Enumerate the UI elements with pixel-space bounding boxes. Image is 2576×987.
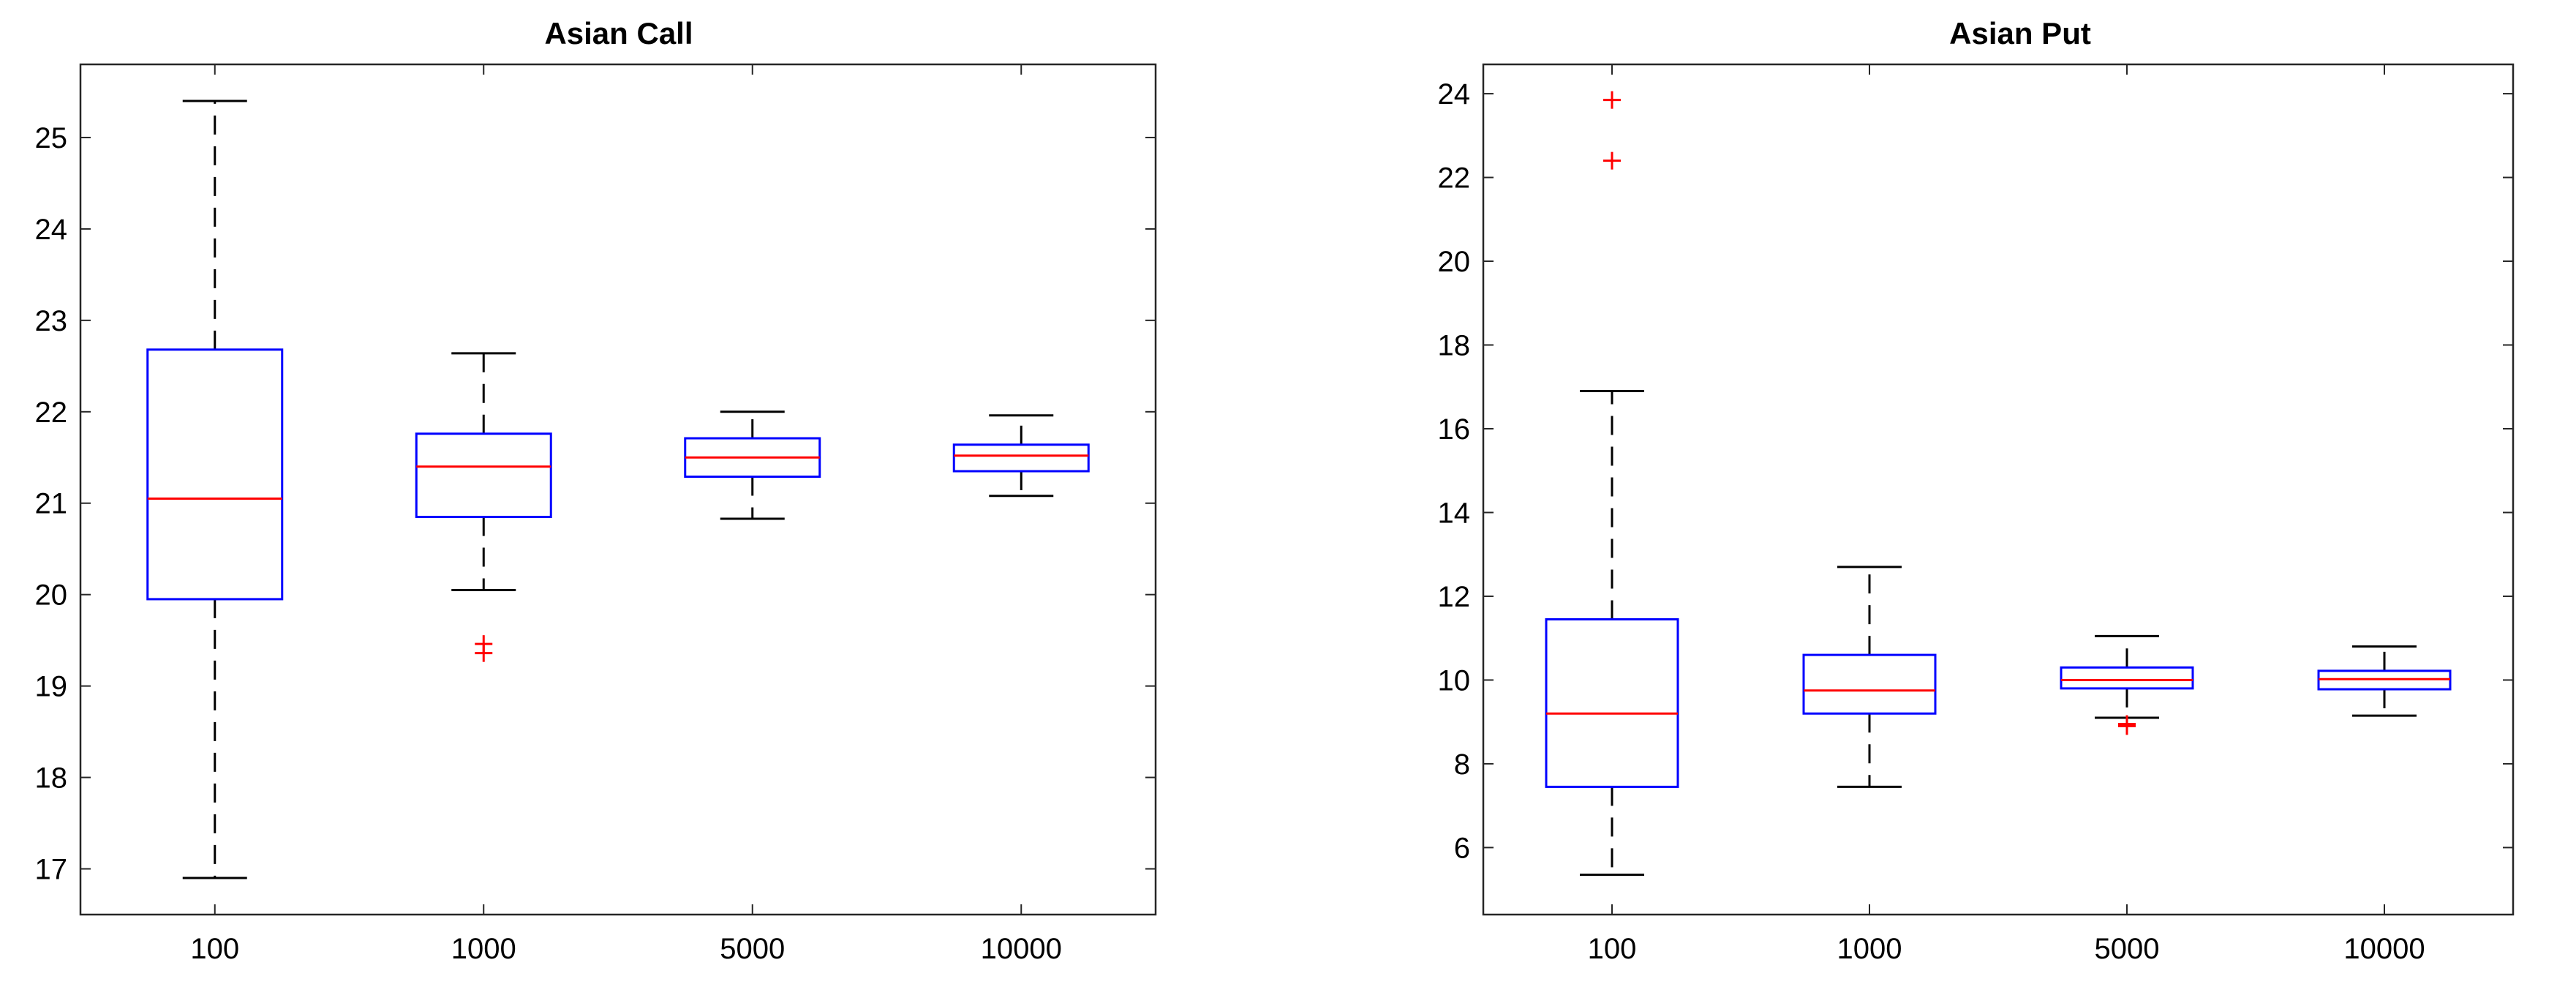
y-tick-label: 24	[1438, 78, 1471, 110]
box-group-1000	[1802, 566, 1937, 788]
x-tick-label: 10000	[981, 933, 1062, 965]
y-tick-label: 19	[35, 671, 68, 703]
outlier-marker	[1603, 91, 1621, 109]
y-tick-label: 22	[1438, 162, 1471, 195]
box	[146, 348, 284, 601]
box-group-5000	[684, 410, 821, 520]
chart-title: Asian Put	[1949, 16, 2091, 50]
outlier-marker	[2118, 717, 2136, 735]
y-tick-label: 24	[35, 214, 68, 246]
y-tick-label: 12	[1438, 581, 1471, 613]
box	[415, 432, 552, 518]
y-tick-label: 6	[1454, 832, 1470, 864]
chart-title: Asian Call	[544, 16, 693, 50]
panel-asian-call: Asian Call 17 18 19 20 21 22 23 24 25 100 1000 5000…	[35, 16, 1157, 965]
outlier-marker	[1603, 151, 1621, 170]
box	[2060, 666, 2194, 690]
x-tick-label: 1000	[451, 933, 516, 965]
box-group-10000	[2317, 645, 2452, 717]
y-tick-label: 25	[35, 122, 68, 154]
x-tick-label: 10000	[2343, 933, 2425, 965]
x-tick-label: 1000	[1837, 933, 1902, 965]
x-tick-label: 5000	[720, 933, 785, 965]
panel-asian-put: Asian Put 6 8 10 12 14 16 18 20 22 24 100 1000 5000 1…	[1438, 16, 2515, 965]
axes-frame	[1482, 63, 2515, 916]
box	[1802, 653, 1937, 715]
box-group-100	[1545, 91, 1679, 877]
x-tick-label: 100	[190, 933, 239, 965]
y-tick-label: 17	[35, 854, 68, 886]
y-tick-label: 14	[1438, 497, 1471, 529]
x-tick-label: 100	[1588, 933, 1637, 965]
y-tick-label: 8	[1454, 748, 1470, 781]
outlier-marker	[475, 644, 493, 662]
x-tick-label: 5000	[2095, 933, 2160, 965]
box-group-5000	[2060, 634, 2194, 735]
y-tick-label: 22	[35, 397, 68, 429]
y-tick-label: 20	[35, 579, 68, 612]
y-tick-label: 18	[35, 762, 68, 795]
axes-frame	[79, 63, 1157, 916]
box	[1545, 618, 1679, 788]
y-tick-label: 20	[1438, 246, 1471, 278]
y-tick-label: 23	[35, 305, 68, 337]
y-tick-label: 21	[35, 488, 68, 520]
box-group-100	[146, 100, 284, 879]
box-group-1000	[415, 352, 552, 662]
box	[952, 443, 1090, 473]
y-tick-label: 18	[1438, 330, 1471, 362]
box-group-10000	[952, 414, 1090, 498]
y-tick-label: 10	[1438, 664, 1471, 697]
y-tick-label: 16	[1438, 413, 1471, 446]
